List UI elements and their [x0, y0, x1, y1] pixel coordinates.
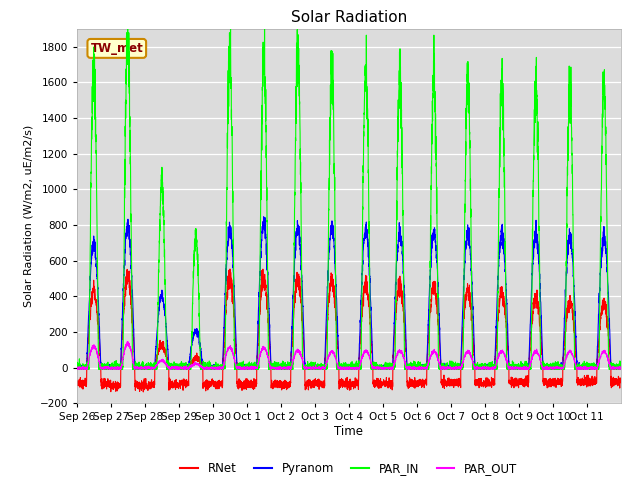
Text: TW_met: TW_met: [90, 42, 143, 55]
PAR_IN: [74, 366, 82, 372]
PAR_OUT: [539, 366, 547, 372]
PAR_IN: [525, 366, 532, 372]
Pyranom: [525, 362, 532, 368]
PAR_OUT: [398, 351, 406, 357]
Title: Solar Radiation: Solar Radiation: [291, 10, 407, 25]
RNet: [617, 377, 625, 383]
PAR_IN: [369, 359, 377, 365]
RNet: [140, 389, 147, 395]
Pyranom: [73, 365, 81, 371]
X-axis label: Time: Time: [334, 425, 364, 438]
Line: PAR_IN: PAR_IN: [77, 29, 621, 369]
PAR_OUT: [369, 366, 377, 372]
PAR_IN: [398, 148, 406, 154]
RNet: [73, 382, 81, 387]
RNet: [398, 298, 406, 303]
RNet: [226, 266, 234, 272]
RNet: [539, 360, 547, 366]
PAR_IN: [617, 364, 625, 370]
RNet: [186, 361, 193, 367]
Pyranom: [398, 251, 406, 257]
RNet: [369, 381, 377, 387]
Pyranom: [73, 364, 81, 370]
PAR_OUT: [186, 363, 194, 369]
Pyranom: [499, 233, 506, 239]
Line: PAR_OUT: PAR_OUT: [77, 342, 621, 369]
Line: Pyranom: Pyranom: [77, 216, 621, 368]
PAR_IN: [186, 366, 194, 372]
Pyranom: [539, 362, 547, 368]
RNet: [499, 295, 506, 301]
PAR_OUT: [525, 366, 532, 372]
Line: RNet: RNet: [77, 269, 621, 392]
PAR_OUT: [124, 339, 132, 345]
PAR_OUT: [617, 365, 625, 371]
PAR_IN: [499, 56, 506, 61]
Y-axis label: Solar Radiation (W/m2, uE/m2/s): Solar Radiation (W/m2, uE/m2/s): [24, 125, 34, 307]
Pyranom: [260, 214, 268, 219]
Pyranom: [186, 355, 193, 360]
PAR_OUT: [499, 350, 506, 356]
PAR_IN: [73, 365, 81, 371]
PAR_IN: [124, 26, 132, 32]
PAR_IN: [539, 366, 547, 372]
Legend: RNet, Pyranom, PAR_IN, PAR_OUT: RNet, Pyranom, PAR_IN, PAR_OUT: [176, 457, 522, 480]
PAR_OUT: [73, 366, 81, 372]
RNet: [525, 365, 532, 371]
PAR_OUT: [73, 366, 81, 372]
Pyranom: [369, 365, 377, 371]
Pyranom: [617, 363, 625, 369]
